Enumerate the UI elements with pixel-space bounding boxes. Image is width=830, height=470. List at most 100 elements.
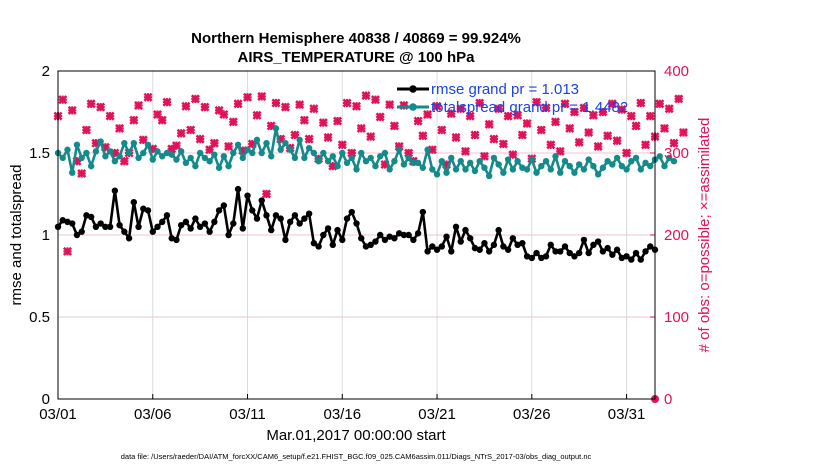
rmse-point [542, 253, 550, 260]
rmse-point [628, 256, 635, 263]
rmse-point [500, 243, 507, 250]
rmse-point [201, 220, 209, 227]
spread-point [362, 158, 370, 165]
spread-point [604, 158, 611, 165]
rmse-point [481, 240, 488, 247]
spread-point [538, 162, 545, 170]
obs-count-marker [522, 118, 532, 128]
rmse-point [448, 248, 455, 255]
obs-count-marker [252, 110, 262, 120]
obs-count-marker [304, 134, 314, 144]
spread-point [211, 151, 218, 158]
spread-point [481, 164, 488, 171]
obs-count-marker [171, 141, 181, 151]
obs-count-marker [337, 140, 347, 150]
spread-point [557, 169, 564, 176]
obs-count-marker [541, 103, 551, 113]
spread-point [159, 153, 166, 160]
spread-point [310, 149, 318, 157]
y2-tick-label: 400 [664, 63, 689, 80]
obs-count-marker [58, 95, 68, 105]
spread-point [613, 154, 621, 162]
spread-point [547, 166, 554, 173]
rmse-point [376, 231, 384, 239]
spread-point [623, 166, 630, 173]
rmse-point [116, 221, 123, 229]
x-tick-label: 03/16 [324, 406, 362, 423]
spread-point [618, 162, 626, 170]
spread-point [173, 156, 180, 163]
rmse-point [476, 246, 483, 253]
spread-point [144, 141, 152, 148]
x-tick-label: 03/21 [418, 406, 456, 423]
obs-count-marker [631, 121, 641, 131]
rmse-point [196, 223, 204, 230]
obs-count-marker [176, 128, 186, 138]
rmse-point [642, 248, 649, 255]
spread-point [239, 154, 246, 162]
obs-count-marker [598, 107, 608, 117]
rmse-point [97, 220, 104, 227]
rmse-point [462, 226, 469, 234]
obs-count-marker [612, 136, 622, 146]
rmse-point [424, 248, 431, 255]
spread-point [154, 148, 161, 155]
obs-count-marker [361, 91, 371, 101]
spread-point [130, 139, 138, 147]
obs-count-marker [550, 117, 561, 127]
obs-count-marker [560, 99, 570, 109]
obs-count-marker [536, 125, 546, 135]
obs-count-marker [195, 134, 205, 144]
spread-point [405, 154, 412, 162]
obs-count-marker [437, 125, 447, 135]
obs-count-marker [219, 109, 229, 119]
rmse-point [353, 220, 360, 227]
spread-point [92, 148, 100, 155]
spread-point [87, 162, 95, 170]
rmse-point [419, 208, 427, 216]
y-tick-label: 1.5 [29, 145, 50, 162]
spread-point [400, 161, 408, 168]
obs-count-marker [574, 137, 584, 147]
rmse-point [329, 241, 337, 249]
spread-point [125, 149, 133, 157]
spread-point [585, 156, 592, 163]
spread-point [533, 169, 540, 176]
rmse-point [277, 215, 284, 222]
obs-count-marker [280, 102, 290, 112]
x-tick-label: 03/11 [229, 406, 265, 423]
spread-point [286, 146, 294, 153]
obs-count-marker [517, 130, 527, 140]
spread-point [448, 154, 455, 162]
obs-count-marker [664, 104, 674, 114]
rmse-point [220, 202, 228, 209]
spread-point [201, 154, 209, 162]
rmse-point [504, 246, 512, 253]
series-layer [53, 91, 688, 403]
spread-point [542, 158, 550, 165]
spread-point [376, 153, 384, 160]
rmse-point [585, 249, 592, 257]
obs-count-marker [503, 111, 513, 121]
rmse-point [296, 220, 303, 227]
rmse-point [594, 238, 602, 245]
spread-point [135, 154, 142, 162]
rmse-point [78, 228, 85, 235]
obs-count-marker [385, 100, 395, 110]
spread-point [348, 154, 355, 162]
chart-title: Northern Hemisphere 40838 / 40869 = 99.9… [191, 30, 521, 47]
obs-count-marker [678, 127, 688, 138]
spread-point [249, 149, 256, 157]
spread-point [78, 154, 85, 162]
y-tick-label: 1 [42, 227, 50, 244]
spread-point [467, 159, 474, 167]
obs-count-marker [460, 146, 470, 156]
obs-count-marker [119, 156, 129, 166]
spread-point [111, 158, 119, 165]
data-file-footer: data file: /Users/raeder/DAI/ATM_forcXX/… [121, 452, 592, 461]
rmse-point [192, 215, 199, 222]
rmse-point [130, 199, 138, 206]
obs-count-marker [271, 98, 281, 108]
spread-point [438, 158, 445, 165]
